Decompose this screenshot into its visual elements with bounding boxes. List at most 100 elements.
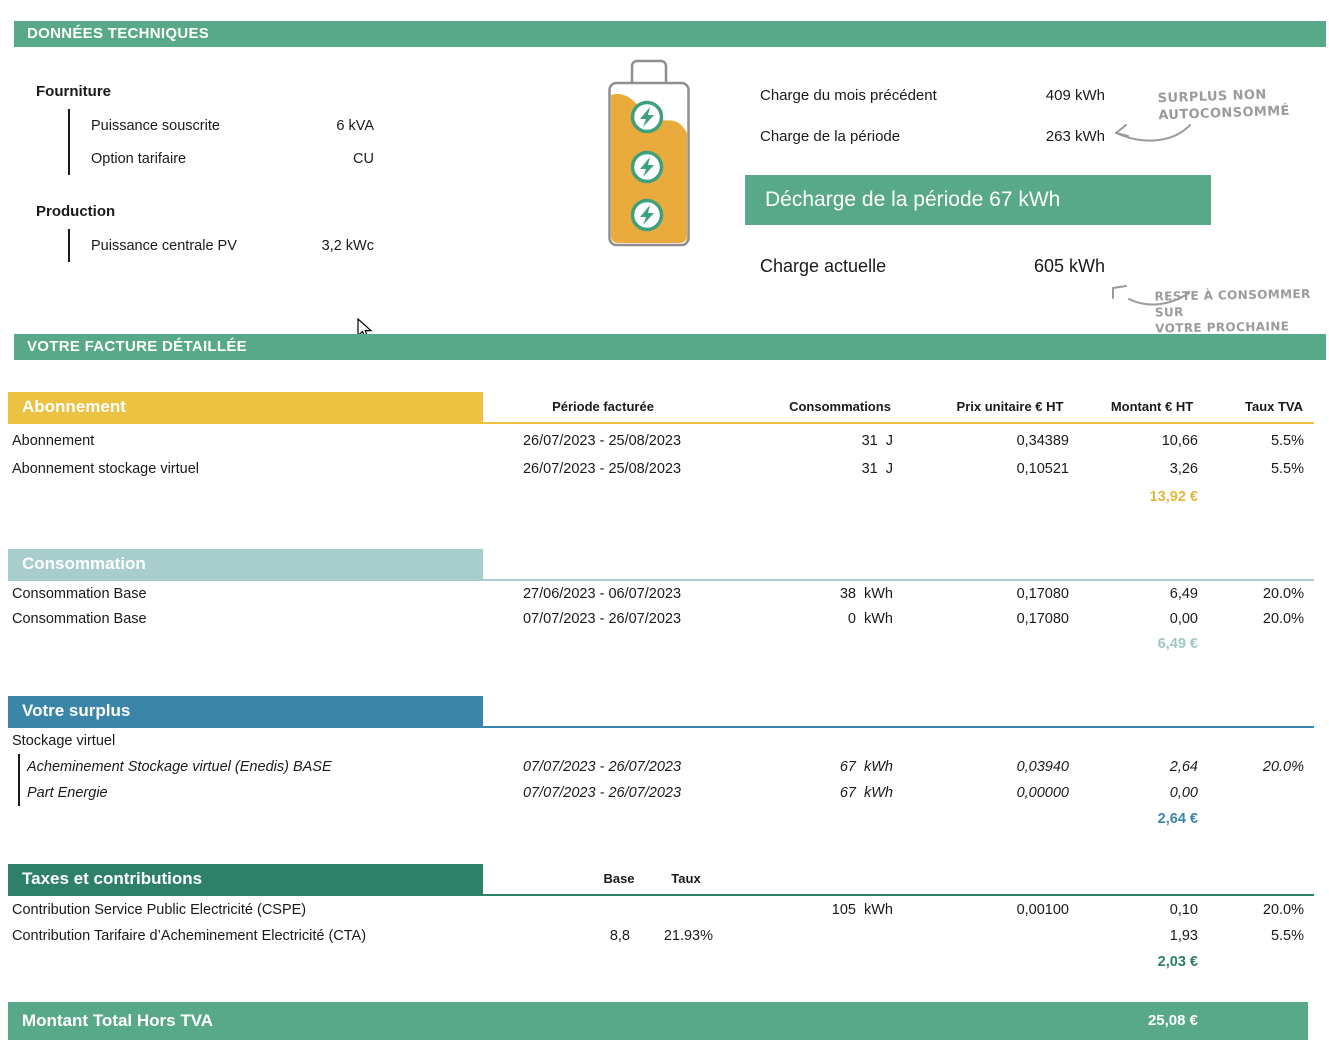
charge-period-value: 263 kWh	[1045, 127, 1105, 145]
production-block: Production Puissance centrale PV 3,2 kWc	[36, 203, 374, 262]
table-row: Acheminement Stockage virtuel (Enedis) B…	[27, 754, 1312, 780]
spec-label: Puissance souscrite	[91, 117, 220, 134]
cons-value: 31	[861, 433, 878, 449]
spec-label: Puissance centrale PV	[91, 237, 237, 254]
column-header-prix-unitaire: Prix unitaire € HT	[956, 399, 1064, 414]
row-tva: 5.5%	[1270, 433, 1304, 449]
fourniture-block: Fourniture Puissance souscrite 6 kVA Opt…	[36, 83, 374, 175]
section-bar-donnees-techniques: DONNÉES TECHNIQUES	[14, 21, 1326, 47]
section-header-taxes: Taxes et contributions	[8, 864, 483, 894]
cons-unit: J	[885, 461, 893, 477]
row-label: Abonnement	[12, 433, 95, 449]
table-row: Consommation Base 07/07/2023 - 26/07/202…	[8, 606, 1312, 631]
row-tva: 20.0%	[1262, 902, 1304, 918]
grand-total-label: Montant Total Hors TVA	[22, 1011, 214, 1030]
row-prix: 0,00100	[1016, 902, 1069, 918]
row-montant: 2,64	[1169, 759, 1198, 775]
charge-period-row: Charge de la période 263 kWh	[760, 125, 1105, 147]
row-consommation: 31 J	[724, 461, 897, 477]
table-row: Contribution Service Public Electricité …	[8, 897, 1312, 923]
charge-period-label: Charge de la période	[760, 127, 901, 145]
section-header-consommation: Consommation	[8, 549, 483, 579]
cons-value: 31	[861, 461, 878, 477]
production-title: Production	[36, 203, 116, 220]
row-label: Consommation Base	[12, 610, 147, 627]
charge-current-label: Charge actuelle	[760, 256, 887, 276]
row-periode: 07/07/2023 - 26/07/2023	[522, 785, 682, 801]
section-total: 13,92 €	[1149, 489, 1198, 505]
row-label: Contribution Service Public Electricité …	[12, 902, 307, 918]
charge-prev-label: Charge du mois précédent	[760, 86, 937, 104]
column-header-periode: Période facturée	[552, 399, 654, 414]
section-bar-title: DONNÉES TECHNIQUES	[27, 25, 210, 42]
annotation-arrow-left-icon	[1115, 124, 1191, 142]
table-row: Contribution Tarifaire d’Acheminement El…	[8, 923, 1312, 949]
row-consommation: 67 kWh	[724, 785, 897, 801]
section-divider	[8, 726, 1314, 728]
row-periode: 27/06/2023 - 06/07/2023	[522, 585, 682, 602]
row-periode: 07/07/2023 - 26/07/2023	[522, 610, 682, 627]
row-prix: 0,03940	[1016, 759, 1069, 775]
section-total-row: 13,92 €	[8, 483, 1312, 511]
spec-label: Option tarifaire	[91, 150, 187, 167]
row-prix: 0,34389	[1016, 433, 1069, 449]
cons-unit: J	[885, 433, 893, 449]
fourniture-title: Fourniture	[36, 83, 111, 100]
row-prix: 0,10521	[1016, 461, 1069, 477]
row-periode: 07/07/2023 - 26/07/2023	[522, 759, 682, 775]
annotation-arrow-curve-icon	[1112, 285, 1190, 306]
cons-value: 0	[847, 610, 856, 627]
fourniture-rows: Puissance souscrite 6 kVA Option tarifai…	[68, 109, 374, 175]
row-montant: 6,49	[1169, 585, 1198, 602]
grand-total-bar: Montant Total Hors TVA 25,08 €	[8, 1002, 1308, 1040]
section-total-row: 6,49 €	[8, 631, 1312, 656]
charge-prev-row: Charge du mois précédent 409 kWh	[760, 84, 1105, 106]
row-prix: 0,17080	[1016, 585, 1069, 602]
spec-row: Puissance souscrite 6 kVA	[91, 109, 374, 142]
section-total: 2,64 €	[1157, 811, 1198, 827]
column-header-taux: Taux	[671, 871, 701, 886]
charge-current-value: 605 kWh	[1033, 256, 1105, 276]
table-row: Consommation Base 27/06/2023 - 06/07/202…	[8, 581, 1312, 606]
cons-unit: kWh	[864, 759, 893, 775]
section-total: 2,03 €	[1157, 954, 1198, 970]
section-divider	[8, 579, 1314, 581]
section-header-votre-surplus: Votre surplus	[8, 696, 483, 726]
table-row: Abonnement stockage virtuel 26/07/2023 -…	[8, 455, 1312, 483]
row-montant: 1,93	[1169, 928, 1198, 944]
row-periode: 26/07/2023 - 25/08/2023	[522, 433, 682, 449]
cons-unit: kWh	[864, 585, 893, 602]
row-consommation: 67 kWh	[724, 759, 897, 775]
row-periode: 26/07/2023 - 25/08/2023	[522, 461, 682, 477]
row-prix: 0,17080	[1016, 610, 1069, 627]
abonnement-rows: Abonnement 26/07/2023 - 25/08/2023 31 J 0…	[8, 427, 1312, 511]
row-base: 8,8	[609, 928, 630, 944]
charge-prev-value: 409 kWh	[1045, 86, 1105, 104]
section-bar-title: VOTRE FACTURE DÉTAILLÉE	[27, 338, 247, 355]
row-prix: 0,00000	[1016, 785, 1069, 801]
section-total-row: 2,64 €	[8, 806, 1312, 832]
section-divider	[8, 894, 1314, 896]
column-header-consommations: Consommations	[789, 399, 891, 414]
battery-icon	[608, 59, 690, 247]
surplus-total-row: 2,64 €	[8, 806, 1312, 832]
cons-unit: kWh	[864, 610, 893, 627]
cons-value: 67	[839, 785, 856, 801]
row-consommation: 105 kWh	[717, 902, 897, 918]
consommation-rows: Consommation Base 27/06/2023 - 06/07/202…	[8, 581, 1312, 656]
spec-row: Option tarifaire CU	[91, 142, 374, 175]
cons-unit: kWh	[864, 785, 893, 801]
table-row: Part Energie 07/07/2023 - 26/07/2023 67 k…	[27, 780, 1312, 806]
cons-value: 67	[839, 759, 856, 775]
row-tva: 5.5%	[1270, 461, 1304, 477]
spec-value: 3,2 kWc	[321, 237, 374, 254]
row-consommation: 38 kWh	[724, 586, 897, 602]
row-taux: 21.93%	[663, 928, 713, 944]
row-tva: 20.0%	[1262, 585, 1304, 602]
row-consommation: 31 J	[724, 433, 897, 449]
discharge-banner: Décharge de la période 67 kWh	[745, 175, 1211, 225]
section-header-abonnement: Abonnement	[8, 392, 483, 422]
row-label: Contribution Tarifaire d’Acheminement El…	[12, 928, 367, 944]
row-tva: 5.5%	[1270, 928, 1304, 944]
